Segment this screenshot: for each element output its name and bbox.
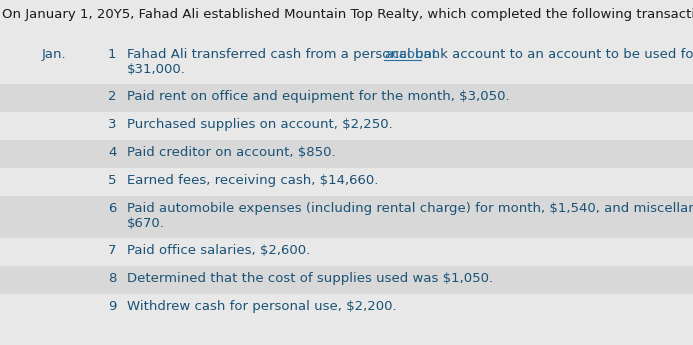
Text: Earned fees, receiving cash, $14,660.: Earned fees, receiving cash, $14,660. — [127, 174, 378, 187]
Text: Determined that the cost of supplies used was $1,050.: Determined that the cost of supplies use… — [127, 272, 493, 285]
Text: Paid creditor on account, $850.: Paid creditor on account, $850. — [127, 146, 335, 159]
Text: 9: 9 — [108, 300, 116, 313]
Text: 5: 5 — [108, 174, 116, 187]
Text: account: account — [384, 48, 437, 61]
Text: Paid rent on office and equipment for the month, $3,050.: Paid rent on office and equipment for th… — [127, 90, 509, 103]
Text: Paid automobile expenses (including rental charge) for month, $1,540, and miscel: Paid automobile expenses (including rent… — [127, 202, 693, 230]
Text: 8: 8 — [108, 272, 116, 285]
Text: 2: 2 — [108, 90, 116, 103]
Text: On January 1, 20Y5, Fahad Ali established Mountain Top Realty, which completed t: On January 1, 20Y5, Fahad Ali establishe… — [2, 8, 693, 21]
Text: Paid office salaries, $2,600.: Paid office salaries, $2,600. — [127, 244, 310, 257]
Text: 7: 7 — [108, 244, 116, 257]
Text: Purchased supplies on account, $2,250.: Purchased supplies on account, $2,250. — [127, 118, 393, 131]
Text: Withdrew cash for personal use, $2,200.: Withdrew cash for personal use, $2,200. — [127, 300, 396, 313]
Text: Jan.: Jan. — [42, 48, 67, 61]
Text: Fahad Ali transferred cash from a personal bank account to an account to be used: Fahad Ali transferred cash from a person… — [127, 48, 693, 76]
Text: 4: 4 — [108, 146, 116, 159]
Text: 6: 6 — [108, 202, 116, 215]
Text: 3: 3 — [108, 118, 116, 131]
Text: 1: 1 — [108, 48, 116, 61]
